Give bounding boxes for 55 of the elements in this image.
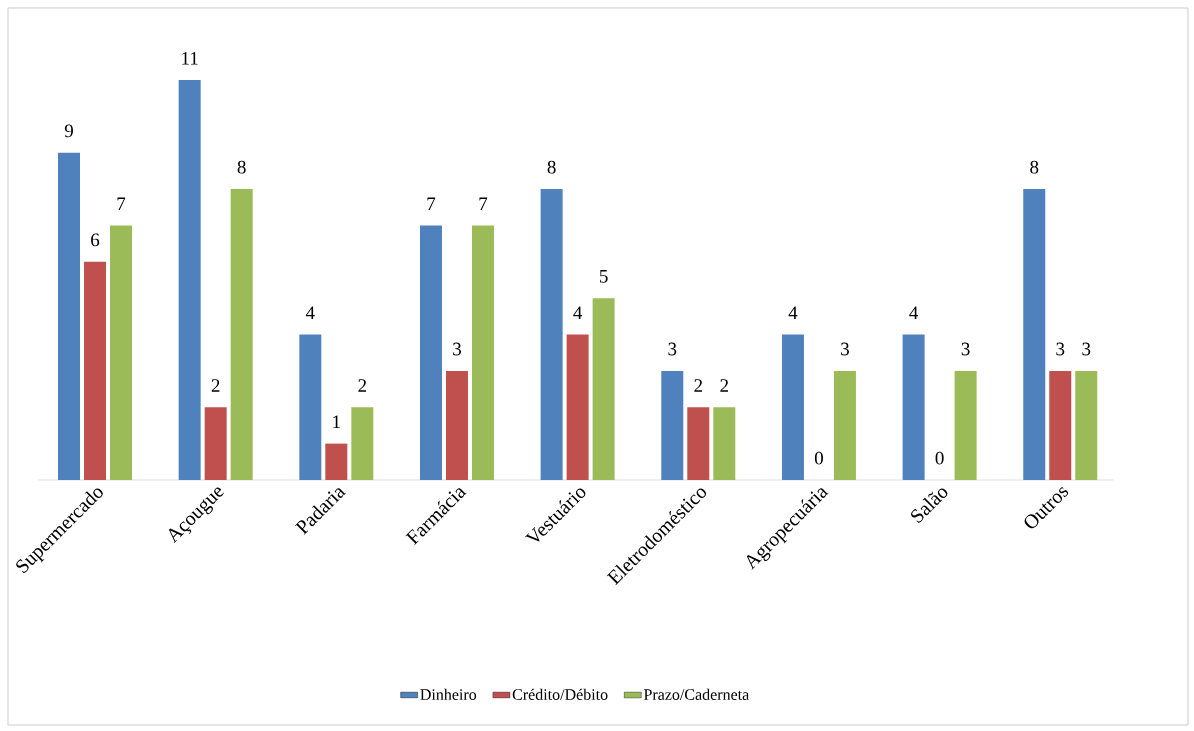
bar [1049,370,1072,480]
legend-label: Dinheiro [420,688,477,700]
data-label: 0 [814,451,823,465]
bar [204,407,227,480]
data-label: 4 [788,306,798,320]
data-label: 0 [935,451,944,465]
data-label: 3 [961,342,970,356]
data-label: 11 [182,51,198,65]
bar [419,225,442,480]
data-label: 6 [91,233,100,247]
bar [230,189,253,480]
bar [592,298,615,480]
data-label: 4 [305,306,315,320]
bar [661,370,684,480]
data-label: 4 [573,306,583,320]
data-label: 7 [479,197,488,210]
bar [110,225,133,480]
data-label: 3 [1082,342,1091,356]
bar [902,334,925,480]
bar [540,189,563,480]
data-label: 8 [237,160,246,174]
data-label: 2 [694,379,702,392]
bar [1023,189,1046,480]
legend-label: Prazo/Caderneta [643,688,750,700]
bar [325,443,348,480]
data-label: 4 [909,306,919,320]
bar [781,334,804,480]
data-label: 1 [333,415,340,429]
data-label: 3 [1056,342,1065,356]
bar [954,370,977,480]
bar [84,261,107,480]
data-label: 2 [211,379,220,392]
bar [566,334,589,480]
bar [351,407,374,480]
bar [299,334,322,480]
bar [687,407,710,480]
bar [471,225,494,480]
bar [1075,370,1098,480]
data-label: 7 [117,197,126,210]
bar [833,370,856,480]
data-label: 3 [668,342,677,356]
data-label: 3 [841,342,849,356]
data-label: 5 [600,270,608,283]
bar [178,79,201,480]
bar [713,407,736,480]
bar [58,152,81,480]
data-label: 2 [358,379,367,392]
legend-label: Crédito/Débito [512,688,608,700]
data-label: 8 [547,160,556,174]
data-label: 3 [453,342,461,356]
bar [445,370,468,480]
data-label: 9 [64,124,73,138]
data-label: 7 [427,197,436,210]
data-label: 8 [1030,160,1039,174]
data-label: 2 [720,379,728,392]
